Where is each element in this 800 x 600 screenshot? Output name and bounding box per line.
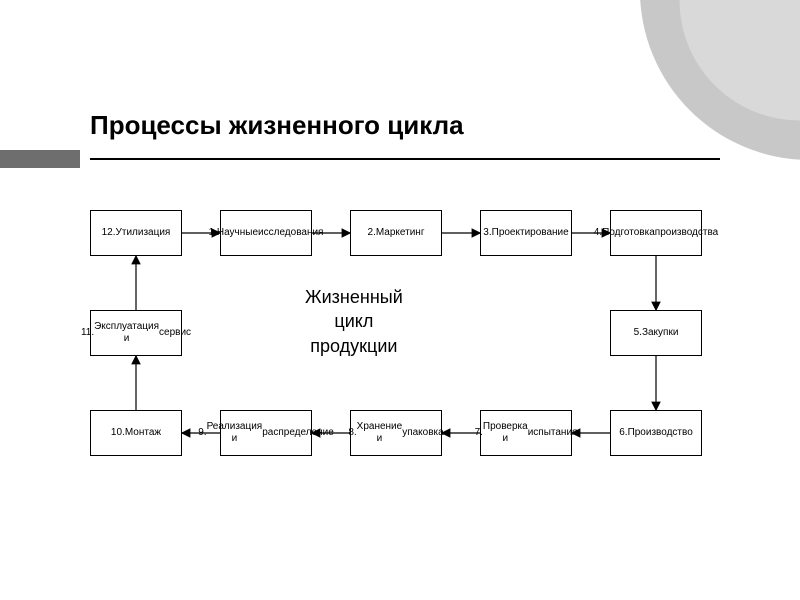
node-n7: 7.Проверка ииспытания: [480, 410, 572, 456]
diagram-center-label: Жизненныйциклпродукции: [305, 285, 403, 358]
lifecycle-diagram: Жизненныйциклпродукции 12.Утилизация 1.На…: [80, 200, 730, 530]
node-n4: 4.Подготовкапроизводства: [610, 210, 702, 256]
node-n9: 9.Реализация ираспределение: [220, 410, 312, 456]
page-title: Процессы жизненного цикла: [90, 110, 464, 141]
node-n3: 3.Проектирование: [480, 210, 572, 256]
corner-decoration: [630, 0, 800, 160]
node-n12: 12.Утилизация: [90, 210, 182, 256]
node-n11: 11.Эксплуатация исервис: [90, 310, 182, 356]
node-n1: 1.Научныеисследования: [220, 210, 312, 256]
node-n2: 2.Маркетинг: [350, 210, 442, 256]
node-n5: 5.Закупки: [610, 310, 702, 356]
node-n10: 10.Монтаж: [90, 410, 182, 456]
node-n8: 8.Хранение иупаковка: [350, 410, 442, 456]
title-accent-bar: [0, 150, 80, 168]
node-n6: 6.Производство: [610, 410, 702, 456]
title-underline: [90, 158, 720, 160]
